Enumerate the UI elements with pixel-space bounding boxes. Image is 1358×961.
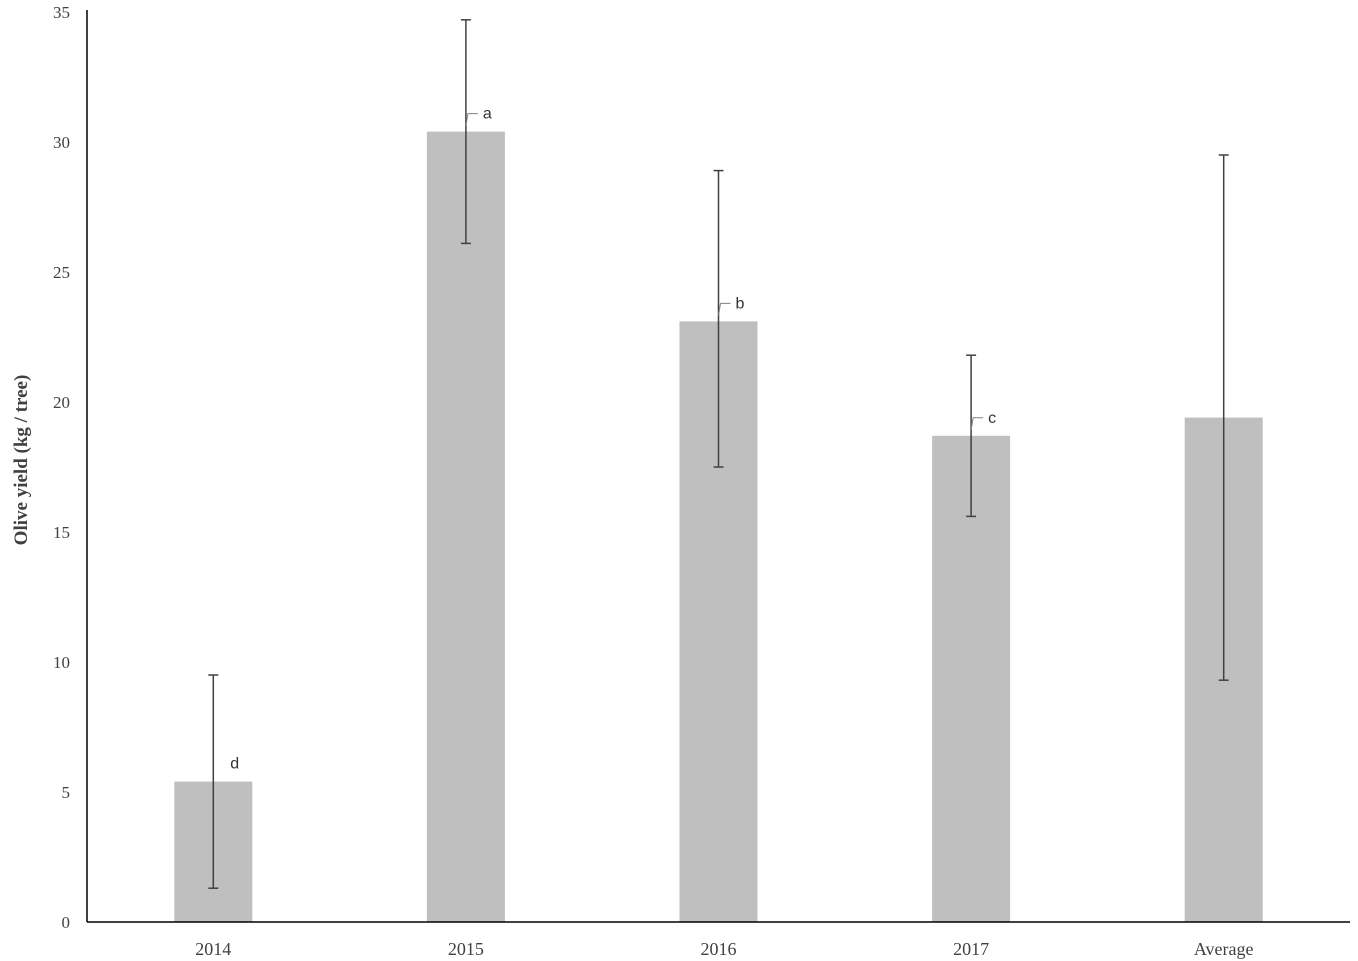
significance-letter-2017: c [970, 410, 996, 430]
significance-letter-2016: b [718, 295, 745, 316]
significance-letter-2015: a [465, 106, 492, 126]
error-bar-2014 [208, 674, 219, 889]
axes-layer [86, 10, 1350, 923]
error-bar-2017 [966, 354, 977, 518]
error-bar-2016 [713, 169, 724, 468]
x-tick-label-2014: 2014 [195, 939, 231, 959]
bar-2015 [426, 131, 505, 923]
y-tick-label: 35 [53, 3, 70, 22]
error-bars-layer [208, 19, 1229, 889]
y-tick-label: 20 [53, 393, 70, 412]
x-tick-labels: 2014 2015 2016 2017 Average [195, 939, 1253, 959]
y-tick-labels: 0 5 10 15 20 25 30 35 [53, 3, 70, 932]
significance-letter-2014: d [230, 756, 239, 773]
y-axis-title: Olive yield (kg / tree) [11, 375, 32, 546]
error-bar-2015 [460, 19, 471, 245]
y-tick-label: 30 [53, 133, 70, 152]
y-tick-label: 15 [53, 523, 70, 542]
x-tick-label-2017: 2017 [953, 939, 989, 959]
significance-letter-text: c [988, 410, 996, 427]
x-tick-label-2015: 2015 [448, 939, 484, 959]
x-tick-label-average: Average [1194, 939, 1254, 959]
y-tick-label: 10 [53, 653, 70, 672]
y-tick-label: 5 [62, 783, 71, 802]
error-bar-average [1218, 154, 1229, 681]
x-tick-label-2016: 2016 [701, 939, 737, 959]
significance-letter-text: d [230, 756, 239, 773]
y-tick-label: 0 [62, 913, 71, 932]
significance-letters-layer: d a b c [230, 106, 996, 773]
significance-letter-text: b [736, 295, 745, 312]
significance-letter-text: a [483, 106, 492, 123]
y-tick-label: 25 [53, 263, 70, 282]
